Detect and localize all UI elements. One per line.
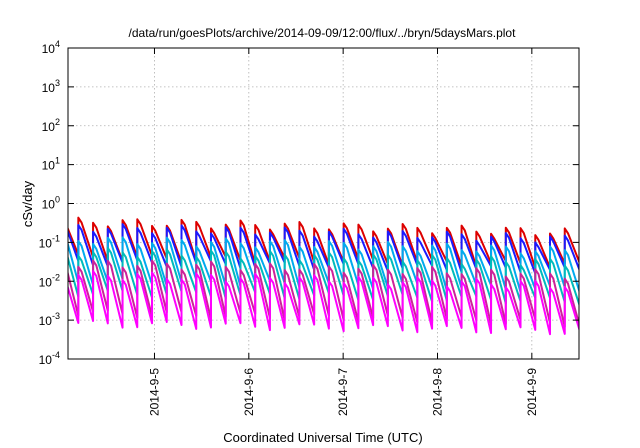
x-tick-label: 2014-9-5: [147, 368, 161, 416]
y-tick-label: 10-1: [39, 233, 60, 250]
x-axis: 2014-9-5 2014-9-6 2014-9-7 2014-9-8 2014-9-9: [147, 48, 539, 416]
y-tick-label-base: 10: [42, 198, 56, 212]
y-tick-label-base: 10: [42, 81, 56, 95]
y-tick-label-exponent: 2: [55, 117, 60, 127]
x-axis-label: Coordinated Universal Time (UTC): [223, 430, 422, 445]
x-tick-label: 2014-9-9: [525, 368, 539, 416]
y-tick-label: 10-4: [39, 350, 60, 367]
y-tick-label-base: 10: [39, 236, 53, 250]
x-tick-label: 2014-9-8: [430, 368, 444, 416]
y-tick-label: 100: [42, 195, 60, 212]
y-tick-label-base: 10: [39, 314, 53, 328]
y-tick-label: 104: [42, 39, 60, 56]
y-tick-label-base: 10: [42, 120, 56, 134]
y-tick-label-exponent: -3: [52, 311, 60, 321]
y-tick-label-base: 10: [39, 275, 53, 289]
x-tick-label: 2014-9-7: [336, 368, 350, 416]
y-tick-label: 10-3: [39, 311, 60, 328]
y-tick-label: 103: [42, 78, 60, 95]
x-tick-label: 2014-9-6: [242, 368, 256, 416]
y-tick-label: 101: [42, 156, 60, 173]
y-axis-label: cSv/day: [20, 180, 35, 227]
chart-title: /data/run/goesPlots/archive/2014-09-09/1…: [129, 26, 517, 40]
y-tick-label: 102: [42, 117, 60, 134]
grid: [68, 48, 579, 359]
y-tick-label-exponent: 1: [55, 156, 60, 166]
y-tick-label-exponent: -1: [52, 233, 60, 243]
y-tick-label-exponent: 4: [55, 39, 60, 49]
y-tick-label-exponent: 3: [55, 78, 60, 88]
series-layer: [68, 216, 579, 336]
y-tick-label-exponent: 0: [55, 195, 60, 205]
y-tick-label-base: 10: [39, 353, 53, 367]
y-tick-label-base: 10: [42, 159, 56, 173]
y-tick-label-exponent: -4: [52, 350, 60, 360]
y-tick-label: 10-2: [39, 272, 60, 289]
series-line: [68, 270, 579, 336]
y-tick-label-base: 10: [42, 42, 56, 56]
y-tick-label-exponent: -2: [52, 272, 60, 282]
